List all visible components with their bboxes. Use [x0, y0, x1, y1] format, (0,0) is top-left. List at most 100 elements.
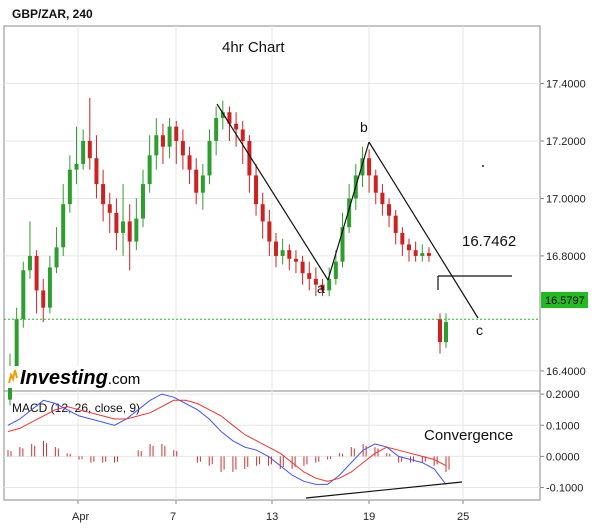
candle-body: [347, 198, 352, 228]
candle-body: [154, 135, 159, 156]
convergence-line: [305, 481, 463, 499]
wave-line-ab: [327, 141, 370, 281]
candle-body: [393, 215, 398, 233]
macd-axis: 0.2000 0.1000 0.0000 -0.1000: [540, 389, 583, 495]
watermark-bg: [6, 366, 118, 388]
candle-body: [160, 135, 165, 147]
candle-body: [167, 126, 172, 147]
macd-lines: [7, 393, 447, 485]
target-price-label: 16.7462: [462, 233, 516, 250]
candle-body: [74, 163, 79, 170]
x-tick-label: Apr: [72, 511, 89, 523]
candle-body: [227, 112, 232, 124]
candle-body: [247, 140, 252, 176]
x-tick-label: 13: [266, 511, 278, 523]
candle-body: [127, 221, 132, 242]
candle-body: [267, 221, 272, 242]
current-price-text: 16.5797: [545, 295, 585, 307]
candle-body: [426, 253, 431, 256]
candle-body: [380, 192, 385, 205]
candle-body: [147, 155, 152, 185]
watermark-text: Investing.com: [20, 367, 140, 389]
candle-body: [114, 212, 119, 233]
time-axis: Apr 7 13 19 25: [72, 500, 469, 523]
x-tick-label: 25: [457, 511, 469, 523]
chart-subtitle: 4hr Chart: [222, 39, 285, 56]
candle-body: [327, 278, 332, 291]
candle-body: [21, 270, 26, 320]
x-tick-label: 7: [170, 511, 176, 523]
candle-body: [438, 319, 442, 343]
candle-body: [373, 175, 378, 193]
candle-body: [360, 158, 365, 176]
candle-body: [254, 175, 259, 205]
candle-body: [200, 175, 205, 193]
candle-body: [81, 140, 86, 164]
candle-body: [234, 123, 239, 130]
macd-tick-label: 0.0000: [546, 451, 580, 463]
wave-line-a: [216, 103, 329, 281]
stray-dot: [482, 165, 484, 167]
candle-body: [444, 322, 448, 343]
candle-body: [280, 250, 285, 256]
candle-body: [407, 244, 411, 251]
candle-body: [61, 204, 66, 248]
y-tick-label: 16.4000: [546, 366, 586, 378]
candle-body: [54, 247, 59, 268]
candle-body: [134, 218, 139, 242]
candle-body: [14, 319, 19, 371]
candle-body: [41, 290, 46, 308]
candle-body: [274, 241, 278, 256]
candle-body: [34, 255, 39, 291]
wave-label-c: c: [476, 322, 483, 338]
y-tick-label: 17.0000: [546, 193, 586, 205]
candle-body: [293, 258, 298, 262]
candle-body: [313, 278, 318, 285]
macd-tick-label: 0.2000: [546, 389, 580, 401]
candle-body: [340, 227, 345, 262]
candle-body: [333, 261, 338, 279]
macd-histogram: [7, 440, 450, 472]
candle-body: [47, 267, 52, 308]
candle-body: [87, 140, 92, 159]
wave-lines: [216, 103, 512, 319]
candle-body: [67, 169, 72, 205]
candle-body: [214, 117, 219, 141]
candle-body: [94, 158, 99, 185]
watermark: Investing.com: [6, 366, 140, 389]
wave-label-b: b: [360, 119, 368, 135]
candle-body: [240, 129, 245, 141]
candle-body: [413, 250, 418, 256]
chart-title: GBP/ZAR, 240: [12, 7, 93, 21]
y-tick-label: 17.4000: [546, 78, 586, 90]
candle-body: [27, 255, 32, 271]
candle-body: [307, 273, 312, 279]
watermark-logo-icon: [8, 369, 18, 384]
candle-body: [207, 140, 212, 176]
candle-body: [367, 158, 372, 176]
candle-body: [220, 112, 225, 118]
candle-body: [107, 204, 112, 213]
candle-body: [141, 184, 145, 219]
wave-line-c: [368, 141, 479, 319]
macd-series-line: [7, 393, 447, 485]
macd-tick-label: -0.1000: [546, 483, 583, 495]
convergence-label: Convergence: [424, 427, 513, 444]
candle-body: [101, 184, 106, 205]
macd-series-line: [7, 399, 447, 482]
candle-body: [121, 221, 126, 233]
price-axis: 17.4000 17.2000 17.0000 16.8000 16.4000: [540, 78, 586, 378]
candle-body: [387, 204, 392, 216]
candle-body: [174, 126, 179, 141]
candle-body: [320, 284, 325, 291]
wave-label-a: a: [317, 280, 325, 296]
y-tick-label: 17.2000: [546, 136, 586, 148]
grid: [3, 25, 541, 501]
candles: [8, 97, 448, 406]
candle-body: [420, 253, 425, 256]
y-tick-label: 16.8000: [546, 251, 586, 263]
candle-body: [400, 232, 405, 245]
candle-body: [180, 140, 185, 156]
candle-body: [187, 155, 192, 170]
